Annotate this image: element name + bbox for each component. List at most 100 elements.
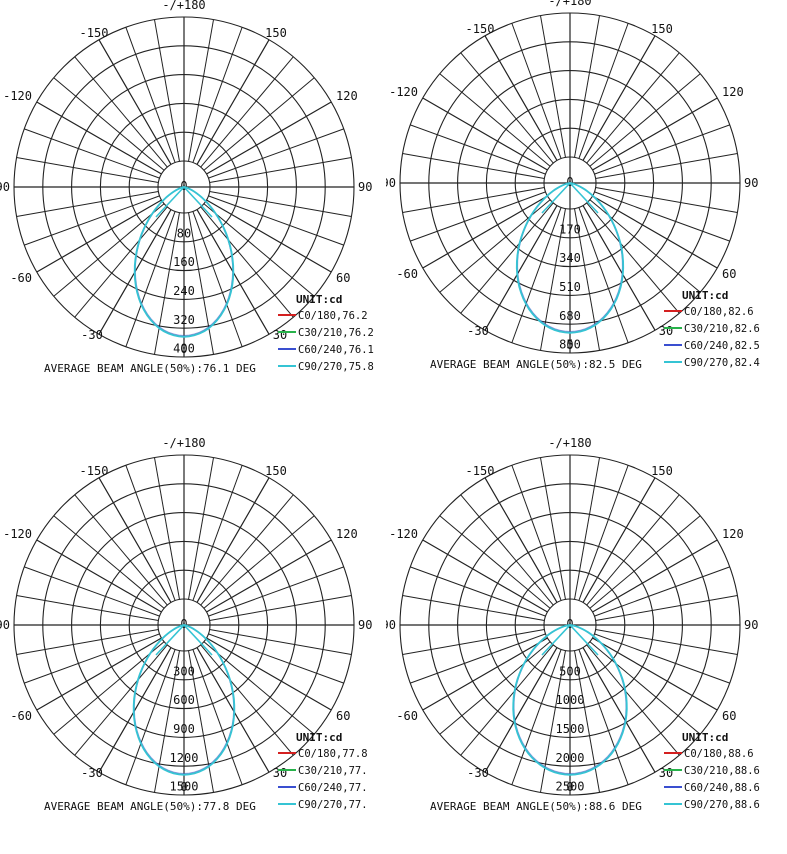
grid-spoke (203, 641, 315, 735)
angle-label: 30 (273, 766, 287, 780)
angle-label: 30 (659, 324, 673, 338)
angle-label: 0 (180, 780, 187, 794)
grid-spoke (539, 15, 566, 158)
angle-label: -/+180 (548, 0, 591, 8)
grid-spoke (192, 211, 243, 347)
beam-angle-caption: AVERAGE BEAM ANGLE(50%):76.1 DEG (44, 362, 256, 375)
intensity-curve-3 (512, 624, 628, 776)
grid-spoke (74, 494, 168, 606)
beam-edge-line (541, 182, 571, 214)
grid-spoke (153, 212, 180, 355)
radial-tick-label: 340 (559, 251, 581, 265)
angle-label: -30 (81, 328, 103, 342)
grid-spoke (206, 539, 332, 613)
grid-spoke (589, 73, 701, 167)
angle-label: -90 (0, 618, 10, 632)
grid-spoke (24, 633, 160, 684)
angle-label: -60 (396, 709, 418, 723)
grid-spoke (200, 494, 294, 606)
angle-label: -/+180 (162, 438, 205, 450)
grid-spoke (511, 23, 562, 159)
legend-entry: C90/270,75.8 (298, 361, 374, 373)
grid-spoke (511, 465, 562, 601)
grid-spoke (402, 187, 545, 214)
grid-spoke (578, 465, 629, 601)
grid-spoke (574, 15, 601, 158)
grid-spoke (484, 647, 558, 773)
angle-label: -150 (466, 464, 495, 478)
grid-spoke (402, 152, 545, 179)
angle-label: 150 (651, 22, 673, 36)
grid-spoke (203, 77, 315, 171)
angle-label: -90 (0, 180, 10, 194)
angle-label: -30 (467, 324, 489, 338)
grid-spoke (422, 97, 548, 171)
grid-spoke (410, 566, 546, 617)
angle-label: 60 (722, 267, 736, 281)
beam-edge-line (541, 624, 571, 656)
angle-label: -150 (80, 464, 109, 478)
intensity-curve-3 (515, 182, 625, 334)
legend-entry: C30/210,82.6 (684, 323, 760, 335)
radial-tick-label: 0 (180, 179, 187, 193)
beam-edge-line (183, 186, 213, 218)
grid-spoke (208, 128, 344, 179)
radial-tick-label: 320 (173, 313, 195, 327)
grid-spoke (203, 515, 315, 609)
grid-spoke (439, 641, 551, 735)
grid-spoke (153, 19, 180, 162)
grid-spoke (153, 457, 180, 600)
legend-entry: C90/270,77. (298, 799, 368, 811)
angle-label: 150 (265, 26, 287, 40)
grid-spoke (16, 629, 159, 656)
grid-spoke (595, 152, 738, 179)
beam-edge-line (155, 186, 185, 218)
beam-angle-caption: AVERAGE BEAM ANGLE(50%):77.8 DEG (44, 800, 256, 813)
legend-entry: C90/270,82.4 (684, 357, 760, 369)
grid-spoke (203, 203, 315, 297)
polar-chart-3: -/+180-150150-120120-9090-6060-303000300… (0, 438, 393, 854)
grid-spoke (36, 101, 162, 175)
unit-label: UNIT:cd (296, 293, 342, 306)
angle-label: 60 (336, 271, 350, 285)
grid-spoke (586, 494, 680, 606)
polar-chart-4: -/+180 -150 150 -120 120 -90 90 -60 60 -30 30 0 0 500… (386, 438, 779, 854)
grid-spoke (209, 594, 352, 621)
grid-spoke (484, 205, 558, 331)
angle-label: 90 (744, 618, 758, 632)
angle-label: 120 (336, 89, 358, 103)
angle-label: -30 (467, 766, 489, 780)
angle-label: 60 (336, 709, 350, 723)
legend-entry: C30/210,88.6 (684, 765, 760, 777)
angle-label: -120 (389, 527, 418, 541)
grid-spoke (578, 207, 629, 343)
angle-label: 30 (659, 766, 673, 780)
legend-entry: C90/270,88.6 (684, 799, 760, 811)
grid-spoke (460, 52, 554, 164)
angle-label: -30 (81, 766, 103, 780)
radial-tick-label: 0 (566, 175, 573, 189)
grid-spoke (206, 199, 332, 273)
grid-spoke (594, 124, 730, 175)
angle-label: 90 (358, 618, 372, 632)
grid-spoke (410, 191, 546, 242)
angle-label: -90 (386, 618, 396, 632)
angle-label: 0 (566, 780, 573, 794)
grid-spoke (74, 206, 168, 318)
grid-spoke (53, 203, 165, 297)
grid-spoke (16, 156, 159, 183)
legend-entry: C60/240,77. (298, 782, 368, 794)
grid-spoke (594, 566, 730, 617)
grid-spoke (74, 56, 168, 168)
beam-edge-line (569, 182, 599, 214)
legend-entry: C60/240,88.6 (684, 782, 760, 794)
grid-spoke (484, 477, 558, 603)
grid-spoke (53, 515, 165, 609)
grid-spoke (53, 641, 165, 735)
grid-spoke (36, 539, 162, 613)
angle-label: -120 (3, 527, 32, 541)
grid-spoke (511, 207, 562, 343)
radial-tick-label: 2000 (556, 751, 585, 765)
grid-spoke (586, 52, 680, 164)
polar-chart-svg: -/+180-150150-120120-9090-6060-303000300… (0, 438, 372, 813)
